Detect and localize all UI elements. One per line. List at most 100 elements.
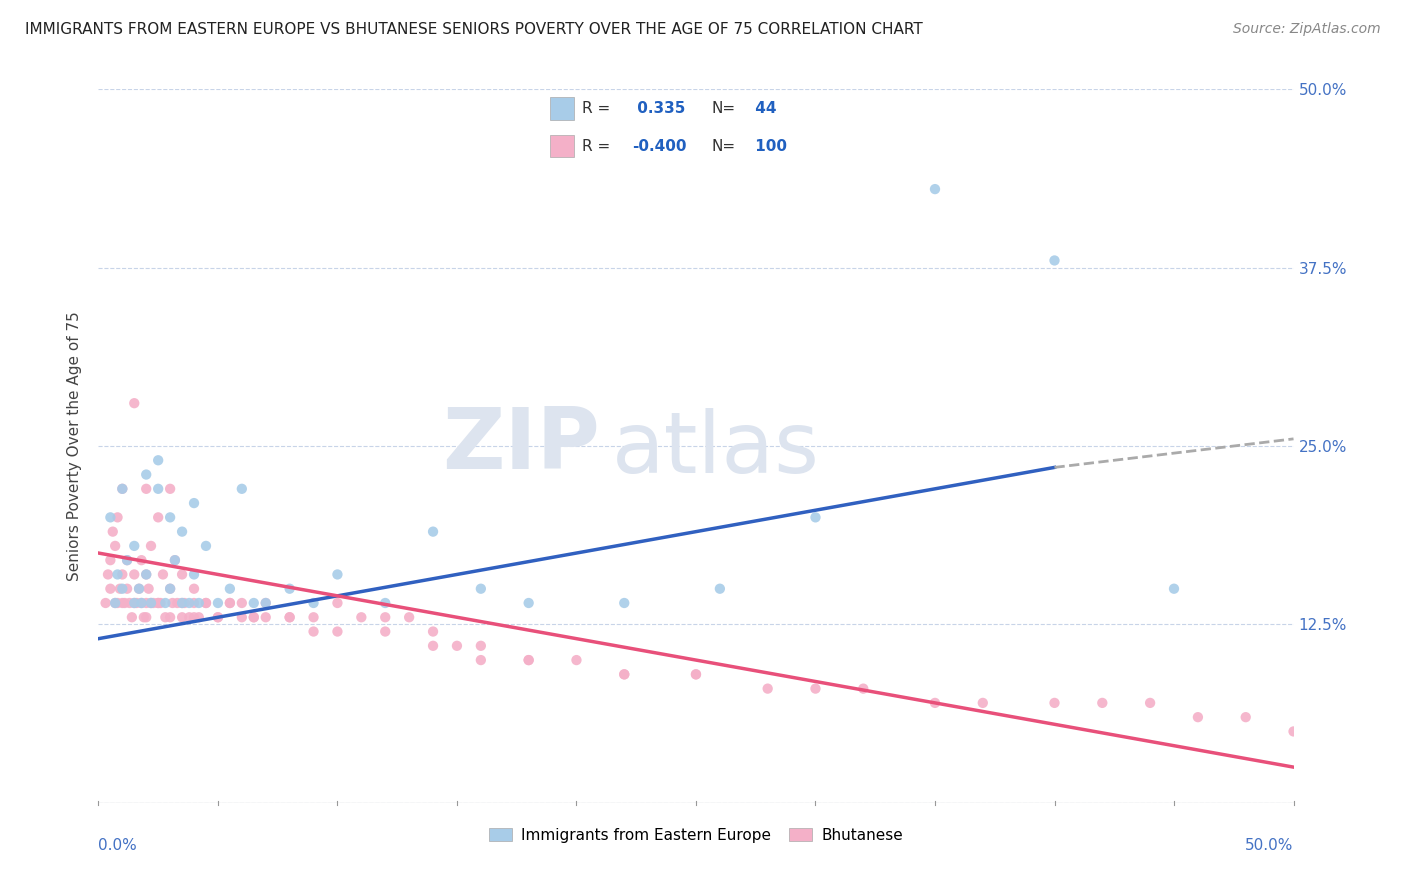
Point — [172, 524, 194, 539]
Point — [613, 667, 636, 681]
Point — [135, 467, 157, 482]
Point — [685, 667, 707, 681]
Point — [350, 610, 373, 624]
Point — [1091, 696, 1114, 710]
Point — [132, 610, 155, 624]
Point — [187, 610, 209, 624]
Point — [148, 596, 170, 610]
Point — [302, 596, 325, 610]
Point — [159, 582, 181, 596]
Point — [107, 510, 129, 524]
Point — [924, 182, 946, 196]
Point — [111, 567, 134, 582]
Point — [254, 596, 277, 610]
Text: 44: 44 — [749, 102, 776, 117]
Point — [128, 582, 150, 596]
Point — [98, 510, 122, 524]
Text: N=: N= — [711, 139, 735, 154]
Point — [470, 653, 492, 667]
Point — [278, 582, 301, 596]
Point — [924, 696, 946, 710]
Point — [135, 610, 157, 624]
Point — [131, 596, 153, 610]
Point — [179, 610, 201, 624]
Bar — [550, 135, 574, 158]
Point — [124, 396, 146, 410]
Point — [142, 596, 165, 610]
Point — [135, 567, 157, 582]
Point — [183, 596, 205, 610]
Point — [422, 524, 444, 539]
Point — [207, 610, 229, 624]
Point — [231, 482, 253, 496]
Point — [231, 596, 253, 610]
Point — [101, 524, 124, 539]
Point — [115, 582, 138, 596]
Point — [124, 596, 146, 610]
Text: -0.400: -0.400 — [631, 139, 686, 154]
Point — [183, 496, 205, 510]
Point — [138, 582, 160, 596]
Point — [94, 596, 117, 610]
Point — [152, 567, 174, 582]
Point — [139, 596, 162, 610]
Point — [111, 596, 134, 610]
Text: 50.0%: 50.0% — [1246, 838, 1294, 854]
Point — [278, 610, 301, 624]
Point — [685, 667, 707, 681]
Point — [114, 596, 136, 610]
Text: 0.0%: 0.0% — [98, 838, 138, 854]
Point — [852, 681, 875, 696]
Text: atlas: atlas — [613, 408, 820, 491]
Point — [565, 653, 588, 667]
Point — [163, 553, 186, 567]
Point — [374, 610, 396, 624]
Point — [135, 567, 157, 582]
Text: ZIP: ZIP — [443, 404, 600, 488]
Point — [148, 453, 170, 467]
Text: R =: R = — [582, 102, 610, 117]
Point — [219, 596, 242, 610]
Point — [148, 596, 170, 610]
Point — [163, 553, 186, 567]
Point — [135, 596, 157, 610]
Point — [613, 596, 636, 610]
Point — [162, 596, 184, 610]
Point — [1234, 710, 1257, 724]
Point — [124, 596, 146, 610]
Point — [98, 553, 122, 567]
Point — [104, 596, 127, 610]
Point — [139, 596, 162, 610]
Point — [517, 653, 540, 667]
Point — [124, 567, 146, 582]
Point — [1282, 724, 1305, 739]
Text: IMMIGRANTS FROM EASTERN EUROPE VS BHUTANESE SENIORS POVERTY OVER THE AGE OF 75 C: IMMIGRANTS FROM EASTERN EUROPE VS BHUTAN… — [25, 22, 924, 37]
Bar — [550, 97, 574, 120]
Point — [179, 596, 201, 610]
Point — [756, 681, 779, 696]
Point — [97, 567, 120, 582]
Point — [107, 596, 129, 610]
Point — [118, 596, 141, 610]
Point — [172, 596, 194, 610]
Point — [804, 510, 827, 524]
Point — [104, 539, 127, 553]
Point — [166, 596, 188, 610]
Point — [139, 539, 162, 553]
Point — [207, 596, 229, 610]
Point — [108, 582, 131, 596]
Point — [1187, 710, 1209, 724]
Text: 0.335: 0.335 — [631, 102, 685, 117]
Point — [121, 610, 143, 624]
Point — [243, 596, 266, 610]
Point — [183, 567, 205, 582]
Text: R =: R = — [582, 139, 610, 154]
Point — [517, 653, 540, 667]
Point — [1163, 582, 1185, 596]
Point — [172, 596, 194, 610]
Point — [149, 596, 172, 610]
Point — [326, 624, 349, 639]
Point — [302, 624, 325, 639]
Point — [422, 639, 444, 653]
Text: N=: N= — [711, 102, 735, 117]
